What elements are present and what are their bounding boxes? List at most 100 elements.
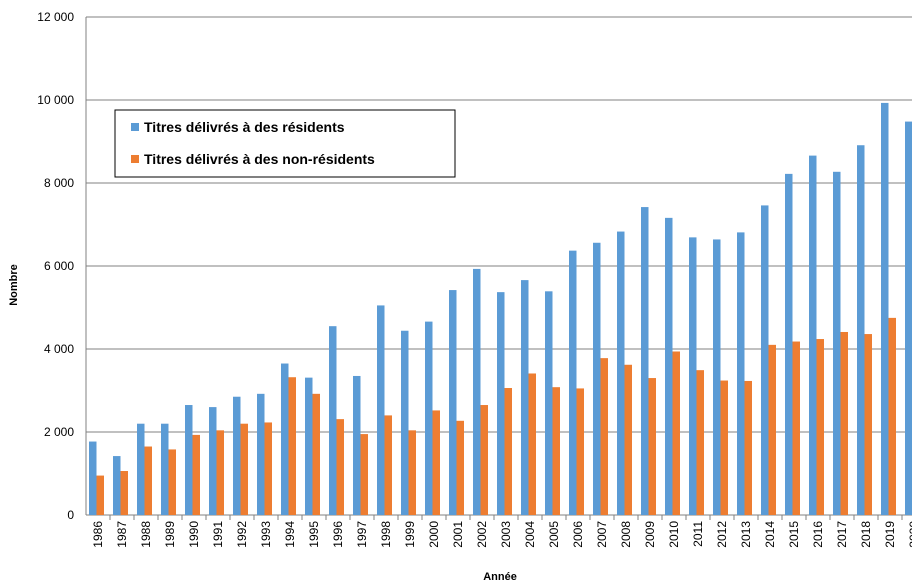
x-tick-label: 2016 xyxy=(811,521,825,548)
bar xyxy=(449,290,457,515)
bar xyxy=(120,471,128,515)
bar xyxy=(569,250,577,515)
x-tick-label: 1988 xyxy=(139,521,153,548)
bar xyxy=(840,331,848,515)
bar xyxy=(336,419,344,515)
x-tick-label: 2010 xyxy=(667,521,681,548)
bar xyxy=(89,441,97,515)
bar xyxy=(257,393,265,515)
y-tick-label: 4 000 xyxy=(44,342,74,356)
x-tick-label: 2013 xyxy=(739,521,753,548)
bar xyxy=(209,407,217,515)
x-tick-label: 2007 xyxy=(595,521,609,548)
bar xyxy=(785,173,793,515)
bar xyxy=(576,388,584,515)
bar xyxy=(624,364,632,515)
x-tick-label: 2001 xyxy=(451,521,465,548)
bar xyxy=(737,232,745,515)
bar xyxy=(600,358,608,515)
x-tick-label: 2020 xyxy=(907,521,912,548)
x-tick-label: 1991 xyxy=(211,521,225,548)
x-tick-label: 2005 xyxy=(547,521,561,548)
bar xyxy=(881,102,889,515)
x-axis-title: Année xyxy=(483,571,517,583)
bar xyxy=(833,171,841,516)
x-tick-label: 1986 xyxy=(91,521,105,548)
bar xyxy=(113,456,121,515)
legend: Titres délivrés à des résidents Titres dé… xyxy=(114,109,456,178)
y-axis-title: Nombre xyxy=(8,264,20,306)
bar xyxy=(816,339,824,515)
bar xyxy=(384,415,392,515)
bar xyxy=(137,423,145,515)
bar xyxy=(456,420,464,515)
bar xyxy=(281,363,289,515)
x-tick-label: 2006 xyxy=(571,521,585,548)
bar xyxy=(665,217,673,516)
x-tick-label: 2003 xyxy=(499,521,513,548)
x-tick-label: 1996 xyxy=(331,521,345,548)
bar xyxy=(905,121,912,515)
bar xyxy=(768,344,776,515)
x-tick-label: 2015 xyxy=(787,521,801,548)
bar xyxy=(713,239,721,515)
x-tick-label: 2009 xyxy=(643,521,657,548)
bar xyxy=(648,378,656,515)
y-tick-label: 6 000 xyxy=(44,259,74,273)
x-tick-label: 1995 xyxy=(307,521,321,548)
bar xyxy=(521,280,529,515)
y-tick-label: 0 xyxy=(67,508,74,522)
bar xyxy=(864,334,872,515)
bar xyxy=(792,341,800,515)
bar xyxy=(888,317,896,515)
x-tick-label: 2017 xyxy=(835,521,849,548)
legend-swatch xyxy=(131,123,139,131)
x-tick-label: 1987 xyxy=(115,521,129,548)
bar xyxy=(761,205,769,515)
legend-label: Titres délivrés à des résidents xyxy=(144,119,345,135)
y-tick-label: 2 000 xyxy=(44,425,74,439)
x-tick-label: 1997 xyxy=(355,521,369,548)
bar xyxy=(425,321,433,515)
bar xyxy=(497,292,505,515)
bar xyxy=(377,305,385,515)
plot-area: 0 2 000 4 000 6 000 8 000 10 000 12 000 1986 198… xyxy=(37,10,912,548)
x-tick-label: 1992 xyxy=(235,521,249,548)
bar xyxy=(216,430,224,515)
x-tick-label: 1998 xyxy=(379,521,393,548)
bar xyxy=(161,423,169,515)
y-tick-label: 10 000 xyxy=(37,93,74,107)
x-tick-label: 1994 xyxy=(283,521,297,548)
bar xyxy=(329,326,337,515)
x-tick-label: 2000 xyxy=(427,521,441,548)
bar xyxy=(408,430,416,515)
legend-swatch xyxy=(131,155,139,163)
bar xyxy=(720,380,728,515)
bar xyxy=(641,207,649,515)
bar xyxy=(744,380,752,515)
bar xyxy=(696,370,704,515)
bar xyxy=(312,393,320,515)
x-tick-label: 2018 xyxy=(859,521,873,548)
bar xyxy=(192,434,200,515)
bar xyxy=(809,155,817,516)
bar xyxy=(857,145,865,516)
bar xyxy=(240,423,248,515)
bar xyxy=(432,410,440,515)
x-tick-label: 2014 xyxy=(763,521,777,548)
bar xyxy=(360,434,368,515)
legend-label: Titres délivrés à des non-résidents xyxy=(144,151,375,167)
bar xyxy=(96,475,104,515)
x-tick-label: 2008 xyxy=(619,521,633,548)
bar xyxy=(528,373,536,515)
bar xyxy=(480,405,488,515)
bar xyxy=(233,396,241,515)
y-tick-label: 12 000 xyxy=(37,10,74,24)
bar xyxy=(473,268,481,515)
bar xyxy=(593,242,601,515)
x-tick-label: 2019 xyxy=(883,521,897,548)
bar xyxy=(264,422,272,515)
legend-box xyxy=(114,109,456,178)
bar xyxy=(168,449,176,515)
